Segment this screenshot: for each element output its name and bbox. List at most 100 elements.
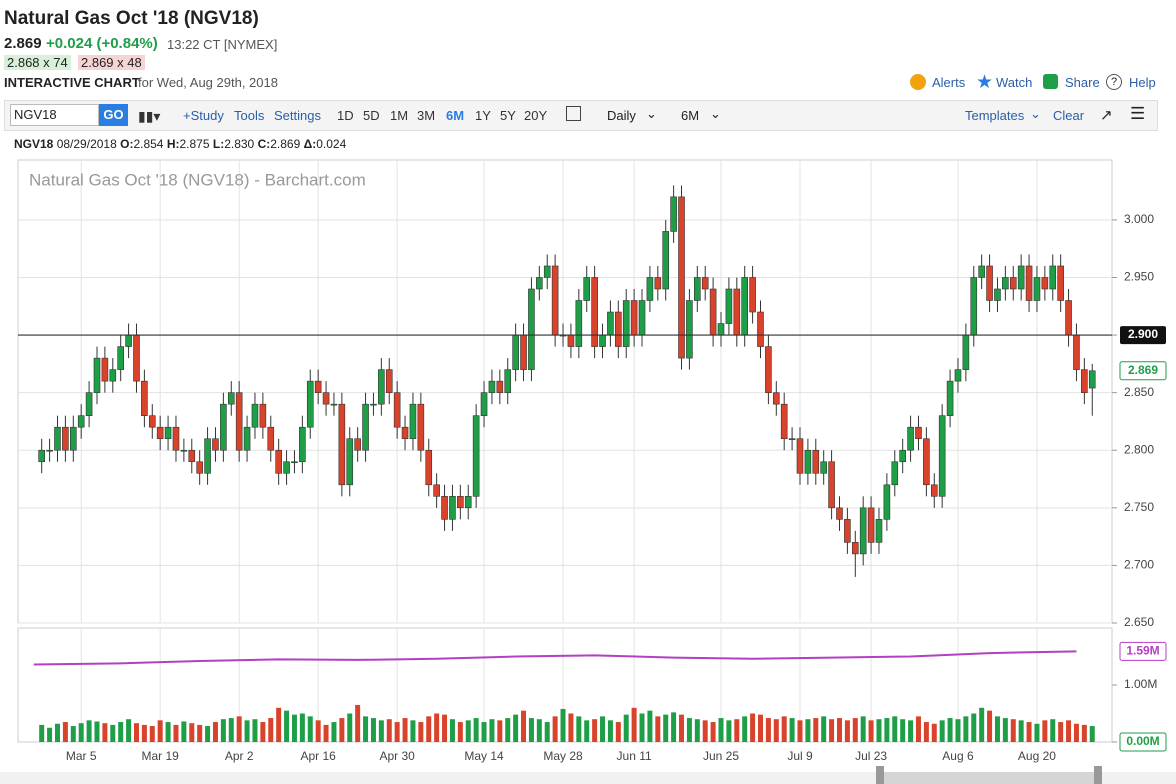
- volume-bar: [323, 724, 329, 742]
- info-c: 2.869: [270, 137, 301, 151]
- candle-body: [251, 403, 259, 428]
- study-button[interactable]: +Study: [183, 108, 224, 123]
- period-button[interactable]: 6M: [446, 108, 465, 123]
- candle-body: [694, 277, 701, 301]
- volume-bar: [497, 720, 503, 742]
- candle-body: [196, 461, 203, 474]
- x-tick-label: Jun 11: [617, 749, 652, 763]
- volume-bar: [465, 720, 471, 742]
- volume-bar: [813, 718, 819, 742]
- volume-bar: [141, 724, 147, 742]
- candle-body: [638, 300, 646, 336]
- candle-body: [520, 334, 527, 370]
- candle-body: [1033, 277, 1041, 301]
- candle-body: [172, 426, 180, 451]
- candle-body: [480, 392, 488, 416]
- candle-body: [401, 426, 409, 440]
- volume-bar: [378, 720, 384, 742]
- volume-bar: [544, 722, 550, 742]
- volume-bar: [876, 719, 882, 742]
- candle-body: [828, 461, 835, 509]
- volume-bar: [852, 718, 858, 742]
- x-tick-label: May 28: [543, 749, 583, 763]
- help-icon: ?: [1106, 74, 1122, 90]
- bid: 2.868 x 74: [4, 55, 71, 70]
- volume-bar: [157, 720, 163, 742]
- chart-type-button[interactable]: ▮▮▾: [138, 108, 161, 124]
- watermark: Natural Gas Oct '18 (NGV18) - Barchart.c…: [29, 170, 366, 189]
- candle-body: [915, 426, 922, 440]
- candle-body: [299, 426, 306, 463]
- expand-button[interactable]: ↗: [1100, 107, 1113, 124]
- calendar-icon[interactable]: [566, 106, 581, 121]
- v-zero-box: [1119, 732, 1167, 752]
- period-button[interactable]: 1M: [390, 108, 409, 123]
- period-button[interactable]: 3M: [417, 108, 436, 123]
- volume-bar: [410, 720, 416, 742]
- period-button[interactable]: 1D: [337, 108, 354, 123]
- volume-bar: [892, 716, 898, 742]
- templates-button[interactable]: Templates: [965, 108, 1025, 123]
- volume-bar: [173, 724, 179, 742]
- candle-body: [77, 415, 85, 428]
- candle-body: [101, 357, 109, 382]
- candle-body: [148, 415, 156, 428]
- volume-bar: [726, 720, 732, 742]
- volume-bar: [536, 719, 542, 742]
- menu-button[interactable]: ☰: [1130, 104, 1146, 123]
- candle-body: [899, 449, 906, 463]
- volume-bar: [987, 710, 993, 742]
- info-o: 2.854: [133, 137, 164, 151]
- candle-body: [322, 392, 330, 405]
- tools-button[interactable]: Tools: [234, 108, 265, 123]
- x-tick-label: Apr 30: [379, 749, 415, 763]
- volume-bar: [1073, 723, 1079, 742]
- candle-body: [670, 196, 677, 232]
- volume-bar: [133, 723, 139, 742]
- candle-body: [393, 392, 401, 428]
- period-button[interactable]: 20Y: [524, 108, 548, 123]
- candle-body: [291, 461, 298, 464]
- volume-bar: [805, 719, 811, 742]
- volume-bar: [931, 723, 937, 742]
- candle-body: [141, 380, 148, 416]
- settings-button[interactable]: Settings: [274, 108, 321, 123]
- go-button[interactable]: GO: [99, 104, 128, 126]
- candle-body: [188, 449, 196, 463]
- candle-body: [133, 334, 140, 382]
- range-select[interactable]: 6M: [681, 108, 700, 123]
- watch-link[interactable]: Watch: [996, 75, 1033, 90]
- interval-select[interactable]: Daily: [607, 108, 636, 123]
- period-button[interactable]: 5D: [363, 108, 380, 123]
- candle-body: [338, 403, 346, 486]
- share-link[interactable]: Share: [1065, 75, 1100, 90]
- candle-body: [457, 496, 464, 509]
- volume-bar: [331, 722, 337, 742]
- last-price: 2.869: [4, 35, 42, 52]
- period-button[interactable]: 1Y: [475, 108, 491, 123]
- volume-bar: [552, 716, 558, 742]
- candle-body: [385, 369, 393, 393]
- volume-bar: [70, 726, 76, 742]
- volume-bar: [671, 712, 677, 742]
- info-date: 08/29/2018: [56, 137, 117, 151]
- chart-label: INTERACTIVE CHART: [4, 75, 140, 90]
- symbol-input[interactable]: NGV18: [10, 104, 99, 126]
- help-link[interactable]: Help: [1129, 75, 1156, 90]
- clear-button[interactable]: Clear: [1053, 108, 1085, 123]
- volume-bar: [623, 714, 629, 742]
- candle-body: [891, 461, 899, 486]
- chart-date: for Wed, Aug 29th, 2018: [138, 75, 278, 90]
- candle-body: [851, 542, 859, 555]
- x-tick-label: Jun 25: [703, 749, 739, 763]
- ask: 2.869 x 48: [78, 55, 145, 70]
- candle-body: [607, 311, 614, 336]
- templates-caret: ⌄: [1030, 106, 1041, 121]
- candle-body: [46, 449, 53, 452]
- alerts-link[interactable]: Alerts: [932, 75, 966, 90]
- period-button[interactable]: 5Y: [500, 108, 516, 123]
- reference-label: 2.900: [1128, 327, 1158, 341]
- candle-body: [970, 277, 978, 336]
- range-caret: ⌄: [710, 106, 721, 121]
